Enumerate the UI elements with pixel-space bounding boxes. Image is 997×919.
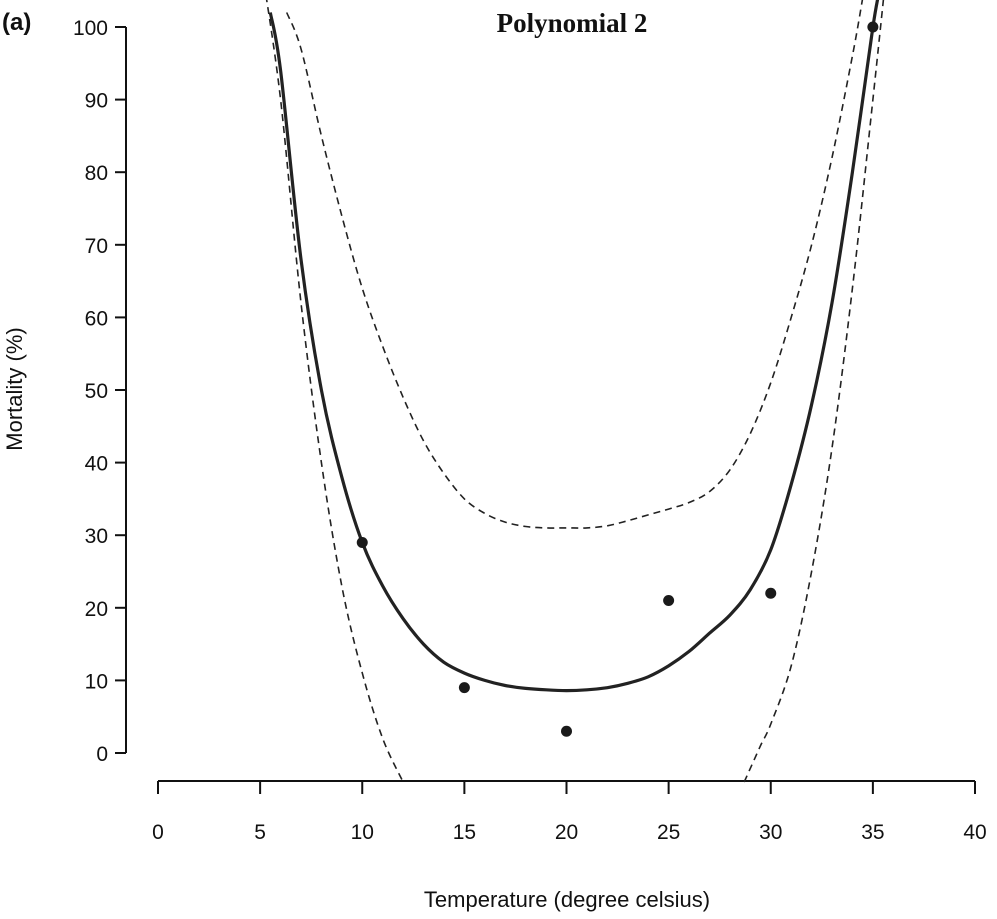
- data-point: [458, 682, 470, 694]
- x-tick-label: 15: [453, 821, 476, 844]
- chart-title: Polynomial 2: [497, 8, 648, 38]
- y-tick-label: 70: [85, 235, 108, 258]
- y-tick-label: 50: [85, 380, 108, 403]
- x-axis: 0 5 10 15 20 25 30 35 40: [152, 780, 987, 844]
- y-axis-title: Mortality (%): [2, 327, 27, 450]
- x-tick-label: 30: [759, 821, 782, 844]
- y-tick-label: 20: [85, 598, 108, 621]
- y-tick-label: 60: [85, 307, 108, 330]
- x-tick-label: 20: [555, 821, 578, 844]
- y-tick-label: 10: [85, 670, 108, 693]
- x-tick-label: 40: [963, 821, 986, 844]
- lower-confidence-band-right: [743, 0, 885, 783]
- y-tick-label: 40: [85, 453, 108, 476]
- data-points: [356, 21, 879, 737]
- y-tick-label: 0: [96, 743, 108, 766]
- polynomial-fit-line: [268, 0, 880, 693]
- y-tick-label: 30: [85, 525, 108, 548]
- panel-label: (a): [2, 9, 31, 36]
- x-tick-label: 10: [351, 821, 374, 844]
- x-tick-label: 5: [254, 821, 266, 844]
- x-tick-label: 0: [152, 821, 164, 844]
- x-tick-label: 35: [861, 821, 884, 844]
- data-point: [765, 587, 777, 599]
- y-tick-label: 90: [85, 90, 108, 113]
- lower-confidence-band-left: [265, 0, 404, 783]
- y-tick-label: 80: [85, 162, 108, 185]
- data-point: [561, 725, 572, 737]
- data-point: [663, 595, 675, 607]
- y-axis: 0 10 20 30 40 50 60 70 80 90 100: [73, 17, 127, 766]
- x-axis-title: Temperature (degree celsius): [424, 887, 710, 912]
- upper-confidence-band: [285, 0, 864, 529]
- data-point: [356, 536, 368, 548]
- y-tick-label: 100: [73, 17, 108, 40]
- data-point: [867, 21, 879, 33]
- x-tick-label: 25: [657, 821, 680, 844]
